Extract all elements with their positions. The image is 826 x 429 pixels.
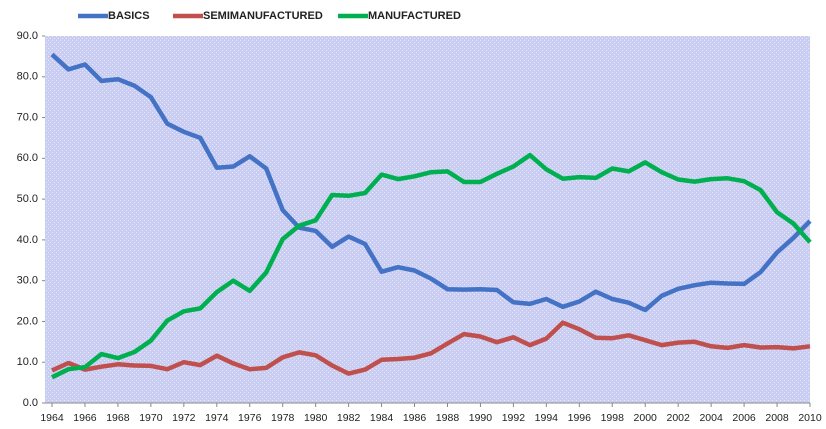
x-tick-label: 1974 — [205, 412, 229, 424]
x-tick-label: 1998 — [601, 412, 625, 424]
legend-label: SEMIMANUFACTURED — [203, 10, 323, 22]
x-tick-label: 1996 — [568, 412, 592, 424]
x-tick-label: 2008 — [765, 412, 789, 424]
y-tick-label: 70.0 — [17, 111, 38, 123]
y-tick-label: 10.0 — [17, 356, 38, 368]
x-tick-label: 1970 — [139, 412, 163, 424]
x-tick-label: 2002 — [666, 412, 690, 424]
x-tick-label: 1994 — [535, 412, 559, 424]
x-tick-label: 1988 — [436, 412, 460, 424]
x-tick-label: 1964 — [40, 412, 64, 424]
x-tick-label: 1990 — [469, 412, 493, 424]
y-tick-label: 40.0 — [17, 234, 38, 246]
y-tick-label: 20.0 — [17, 315, 38, 327]
x-tick-label: 2010 — [798, 412, 822, 424]
series-line — [51, 152, 812, 380]
y-tick-label: 90.0 — [17, 30, 38, 42]
y-tick-label: 80.0 — [17, 71, 38, 83]
y-tick-label: 30.0 — [17, 275, 38, 287]
y-tick-label: 60.0 — [17, 152, 38, 164]
x-tick-label: 1968 — [106, 412, 130, 424]
x-tick-label: 1980 — [304, 412, 328, 424]
y-tick-label: 50.0 — [17, 193, 38, 205]
legend-label: BASICS — [108, 10, 150, 22]
x-tick-label: 1978 — [271, 412, 295, 424]
x-tick-label: 1966 — [73, 412, 97, 424]
plot-area — [45, 36, 810, 403]
x-tick-label: 1984 — [370, 412, 394, 424]
x-tick-label: 2000 — [634, 412, 658, 424]
x-tick-label: 1976 — [238, 412, 262, 424]
y-tick-label: 0.0 — [23, 397, 38, 409]
series-line — [50, 52, 812, 313]
x-tick-label: 1982 — [337, 412, 361, 424]
x-tick-label: 1972 — [172, 412, 196, 424]
x-tick-label: 1992 — [502, 412, 526, 424]
legend-label: MANUFACTURED — [368, 10, 461, 22]
x-tick-label: 1986 — [403, 412, 427, 424]
x-tick-label: 2006 — [732, 412, 756, 424]
series-line — [51, 320, 811, 376]
x-tick-label: 2004 — [699, 412, 723, 424]
